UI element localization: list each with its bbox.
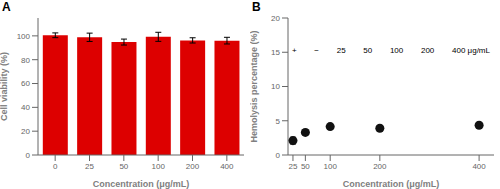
- svg-text:200: 200: [186, 162, 200, 171]
- svg-text:200: 200: [373, 162, 387, 171]
- svg-text:40: 40: [21, 103, 30, 112]
- svg-text:400: 400: [472, 162, 486, 171]
- svg-text:60: 60: [21, 79, 30, 88]
- svg-text:20: 20: [21, 127, 30, 136]
- html-text:25: 25: [336, 46, 346, 55]
- svg-text:0: 0: [53, 162, 58, 171]
- svg-text:80: 80: [21, 56, 30, 65]
- svg-text:100: 100: [324, 162, 338, 171]
- svg-text:15: 15: [271, 48, 280, 57]
- svg-text:25: 25: [289, 162, 298, 171]
- svg-text:5: 5: [276, 117, 281, 126]
- svg-text:Hemolysis percentage (%): Hemolysis percentage (%): [250, 30, 259, 142]
- svg-text:10: 10: [271, 82, 280, 91]
- html-text:A: A: [2, 0, 11, 14]
- html-text:B: B: [252, 0, 261, 14]
- html-text:400 μg/mL: 400 μg/mL: [452, 46, 490, 55]
- svg-text:100: 100: [151, 162, 165, 171]
- html-text:100: 100: [389, 46, 404, 55]
- svg-text:50: 50: [301, 162, 310, 171]
- svg-text:50: 50: [119, 162, 128, 171]
- html-text:200: 200: [421, 46, 435, 55]
- svg-text:0: 0: [26, 151, 31, 160]
- svg-text:25: 25: [85, 162, 94, 171]
- svg-text:Concentration (μg/mL): Concentration (μg/mL): [343, 179, 440, 189]
- svg-text:0: 0: [276, 151, 281, 160]
- html-text:50: 50: [363, 46, 373, 55]
- svg-text:20: 20: [271, 14, 280, 23]
- svg-text:400: 400: [220, 162, 234, 171]
- svg-text:Concentration (μg/mL): Concentration (μg/mL): [93, 179, 190, 189]
- svg-text:100: 100: [17, 32, 31, 41]
- svg-text:Cell viability (%): Cell viability (%): [8, 52, 9, 121]
